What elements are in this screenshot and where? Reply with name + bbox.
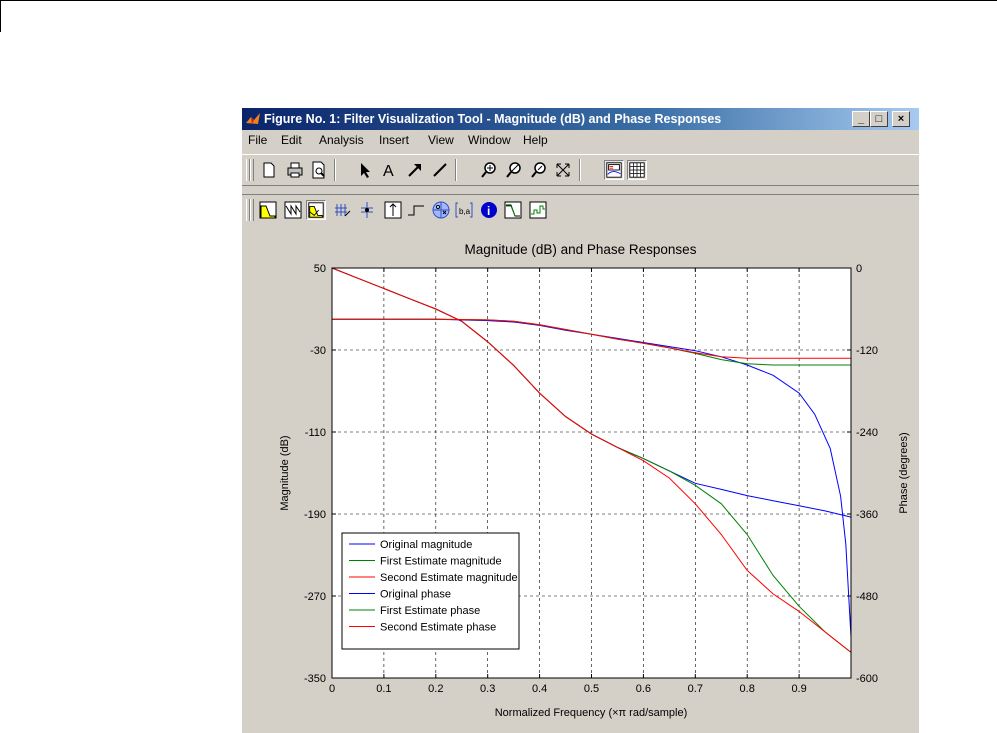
y-tick-label: -30 bbox=[310, 345, 326, 357]
info-icon[interactable]: i bbox=[479, 200, 499, 220]
phase-delay-icon[interactable] bbox=[357, 200, 377, 220]
y-tick-label: -110 bbox=[305, 427, 326, 439]
y2-tick-label: -360 bbox=[856, 509, 878, 521]
plot-lines bbox=[331, 267, 852, 653]
magnitude-phase-icon[interactable] bbox=[306, 200, 326, 220]
menu-analysis[interactable]: Analysis bbox=[319, 133, 364, 147]
series-line-4 bbox=[332, 318, 852, 638]
minimize-button[interactable]: _ bbox=[852, 111, 870, 127]
y2-tick-label: -120 bbox=[856, 345, 878, 357]
pole-zero-icon[interactable] bbox=[431, 200, 451, 220]
toolbar-separator bbox=[579, 159, 581, 181]
y2-tick-label: -600 bbox=[856, 673, 878, 685]
menu-help[interactable]: Help bbox=[523, 133, 548, 147]
figure-toolbar: A bbox=[242, 154, 919, 186]
menu-insert[interactable]: Insert bbox=[379, 133, 410, 147]
maximize-button[interactable]: □ bbox=[870, 111, 888, 127]
y2-tick-label: -240 bbox=[856, 427, 878, 439]
x-tick-label: 0 bbox=[329, 683, 335, 695]
legend-box bbox=[341, 532, 520, 650]
magnitude-estimate-icon[interactable] bbox=[503, 200, 523, 220]
analysis-toolbar: b,a i bbox=[242, 194, 919, 225]
chart-title: Magnitude (dB) and Phase Responses bbox=[464, 242, 697, 257]
x-tick-label: 0.2 bbox=[428, 683, 443, 695]
title-bar[interactable]: Figure No. 1: Filter Visualization Tool … bbox=[242, 108, 919, 130]
zoom-out-icon[interactable] bbox=[504, 160, 524, 180]
menu-window[interactable]: Window bbox=[468, 133, 511, 147]
print-preview-icon[interactable] bbox=[309, 160, 329, 180]
y-axis-right: 0 -120 -240 -360 -480 -600 bbox=[847, 263, 878, 685]
y2-tick-label: 0 bbox=[856, 263, 862, 275]
zoom-reset-icon[interactable] bbox=[553, 160, 573, 180]
y-tick-label: -270 bbox=[304, 591, 326, 603]
svg-text:A: A bbox=[383, 163, 394, 180]
y-tick-label: -190 bbox=[304, 509, 326, 521]
y-axis-label: Magnitude (dB) bbox=[279, 435, 291, 510]
x-tick-label: 0.8 bbox=[740, 683, 755, 695]
legend-label: Second Estimate phase bbox=[380, 622, 496, 634]
impulse-response-icon[interactable] bbox=[383, 200, 403, 220]
x-tick-label: 0.6 bbox=[636, 683, 651, 695]
arrow-icon[interactable] bbox=[405, 160, 425, 180]
x-axis: 0 0.1 0.2 0.3 0.4 0.5 0.6 0.7 0.8 0.9 bbox=[329, 268, 807, 695]
noise-power-icon[interactable] bbox=[528, 200, 548, 220]
series-line-3 bbox=[331, 267, 852, 653]
coefficients-icon[interactable]: b,a bbox=[454, 200, 474, 220]
phase-response-icon[interactable] bbox=[283, 200, 303, 220]
x-tick-label: 0.3 bbox=[480, 683, 495, 695]
y-tick-label: 50 bbox=[314, 263, 326, 275]
legend-label: First Estimate magnitude bbox=[380, 556, 502, 568]
print-icon[interactable] bbox=[285, 160, 305, 180]
legend[interactable]: Original magnitude First Estimate magnitu… bbox=[341, 532, 520, 650]
x-tick-label: 0.4 bbox=[532, 683, 547, 695]
window-title: Figure No. 1: Filter Visualization Tool … bbox=[264, 112, 722, 126]
grid-icon[interactable] bbox=[627, 160, 647, 180]
menu-file[interactable]: File bbox=[248, 133, 268, 147]
x-tick-label: 0.9 bbox=[791, 683, 806, 695]
zoom-icon[interactable] bbox=[529, 160, 549, 180]
legend-label: First Estimate phase bbox=[380, 605, 480, 617]
series-line-6 bbox=[332, 318, 851, 359]
x-tick-label: 0.5 bbox=[584, 683, 599, 695]
new-icon[interactable] bbox=[259, 160, 279, 180]
menu-bar: File Edit Analysis Insert View Window He… bbox=[242, 130, 919, 150]
page-left-rule bbox=[0, 0, 1, 32]
toolbar-grip[interactable] bbox=[246, 159, 250, 181]
svg-text:b,a: b,a bbox=[459, 207, 471, 216]
x-tick-label: 0.7 bbox=[688, 683, 703, 695]
figure-window: Figure No. 1: Filter Visualization Tool … bbox=[242, 108, 919, 733]
toolbar-grip[interactable] bbox=[250, 199, 254, 221]
toolbar-separator bbox=[334, 159, 336, 181]
y-tick-label: -350 bbox=[304, 673, 326, 685]
select-arrow-icon[interactable] bbox=[355, 160, 375, 180]
legend-icon[interactable] bbox=[604, 160, 624, 180]
x-tick-label: 0.1 bbox=[376, 683, 391, 695]
y2-tick-label: -480 bbox=[856, 591, 878, 603]
group-delay-icon[interactable] bbox=[333, 200, 353, 220]
menu-view[interactable]: View bbox=[428, 133, 454, 147]
line-icon[interactable] bbox=[430, 160, 450, 180]
legend-label: Original magnitude bbox=[380, 539, 472, 551]
close-button[interactable]: × bbox=[892, 111, 910, 127]
text-icon[interactable]: A bbox=[380, 160, 400, 180]
legend-label: Second Estimate magnitude bbox=[380, 572, 518, 584]
magnitude-response-icon[interactable] bbox=[258, 200, 278, 220]
response-plot[interactable]: 0 0.1 0.2 0.3 0.4 0.5 0.6 0.7 0.8 0.9 50 -30 -110 -1… bbox=[242, 108, 919, 733]
page-top-rule bbox=[0, 0, 997, 1]
zoom-in-icon[interactable] bbox=[479, 160, 499, 180]
x-axis-label: Normalized Frequency (×π rad/sample) bbox=[495, 707, 688, 719]
y2-axis-label: Phase (degrees) bbox=[898, 432, 910, 513]
toolbar-grip[interactable] bbox=[246, 199, 250, 221]
matlab-logo-icon bbox=[246, 113, 260, 124]
svg-text:i: i bbox=[487, 204, 490, 218]
step-response-icon[interactable] bbox=[406, 200, 426, 220]
legend-label: Original phase bbox=[380, 589, 451, 601]
toolbar-separator bbox=[455, 159, 457, 181]
toolbar-grip[interactable] bbox=[250, 159, 254, 181]
y-axis-left: 50 -30 -110 -190 -270 -350 bbox=[304, 263, 336, 685]
menu-edit[interactable]: Edit bbox=[281, 133, 302, 147]
